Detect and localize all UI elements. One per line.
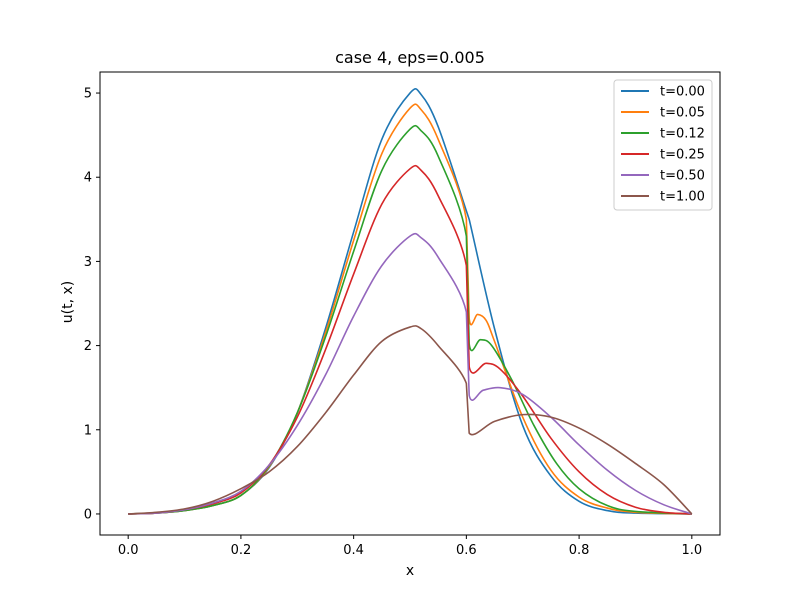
x-tick-label: 0.6 xyxy=(456,543,477,558)
x-tick-label: 0.2 xyxy=(231,543,252,558)
x-axis-label: x xyxy=(406,563,414,579)
series-line-1 xyxy=(128,103,692,515)
y-tick-label: 0 xyxy=(84,507,92,522)
series-lines xyxy=(128,88,693,515)
y-tick-label: 4 xyxy=(84,171,92,186)
legend-label-3: t=0.25 xyxy=(660,148,705,163)
legend-label-0: t=0.00 xyxy=(660,85,705,100)
legend: t=0.00 t=0.05 t=0.12 t=0.25 t=0.50 t=1.00 xyxy=(613,79,713,211)
series-line-2 xyxy=(128,124,692,515)
y-tick-label: 3 xyxy=(84,255,92,270)
series-line-0 xyxy=(128,88,692,515)
legend-label-5: t=1.00 xyxy=(660,190,705,205)
x-tick-label: 0.4 xyxy=(343,543,364,558)
chart-title: case 4, eps=0.005 xyxy=(335,48,485,67)
y-axis-ticks: 0 1 2 3 4 5 xyxy=(84,87,100,522)
series-line-5 xyxy=(128,325,693,515)
series-line-3 xyxy=(128,164,692,515)
y-tick-label: 2 xyxy=(84,339,92,354)
legend-label-4: t=0.50 xyxy=(660,169,705,184)
plot-area-frame xyxy=(99,71,721,536)
series-line-4 xyxy=(128,232,693,515)
x-axis-ticks: 0.0 0.2 0.4 0.6 0.8 1.0 xyxy=(118,535,702,558)
legend-label-2: t=0.12 xyxy=(660,127,705,142)
x-tick-label: 0.8 xyxy=(569,543,590,558)
legend-items: t=0.00 t=0.05 t=0.12 t=0.25 t=0.50 t=1.00 xyxy=(621,85,705,205)
y-tick-label: 5 xyxy=(84,87,92,102)
legend-label-1: t=0.05 xyxy=(660,106,705,121)
y-tick-label: 1 xyxy=(84,423,92,438)
x-tick-label: 1.0 xyxy=(681,543,702,558)
y-axis-label: u(t, x) xyxy=(60,281,76,323)
x-tick-label: 0.0 xyxy=(118,543,139,558)
